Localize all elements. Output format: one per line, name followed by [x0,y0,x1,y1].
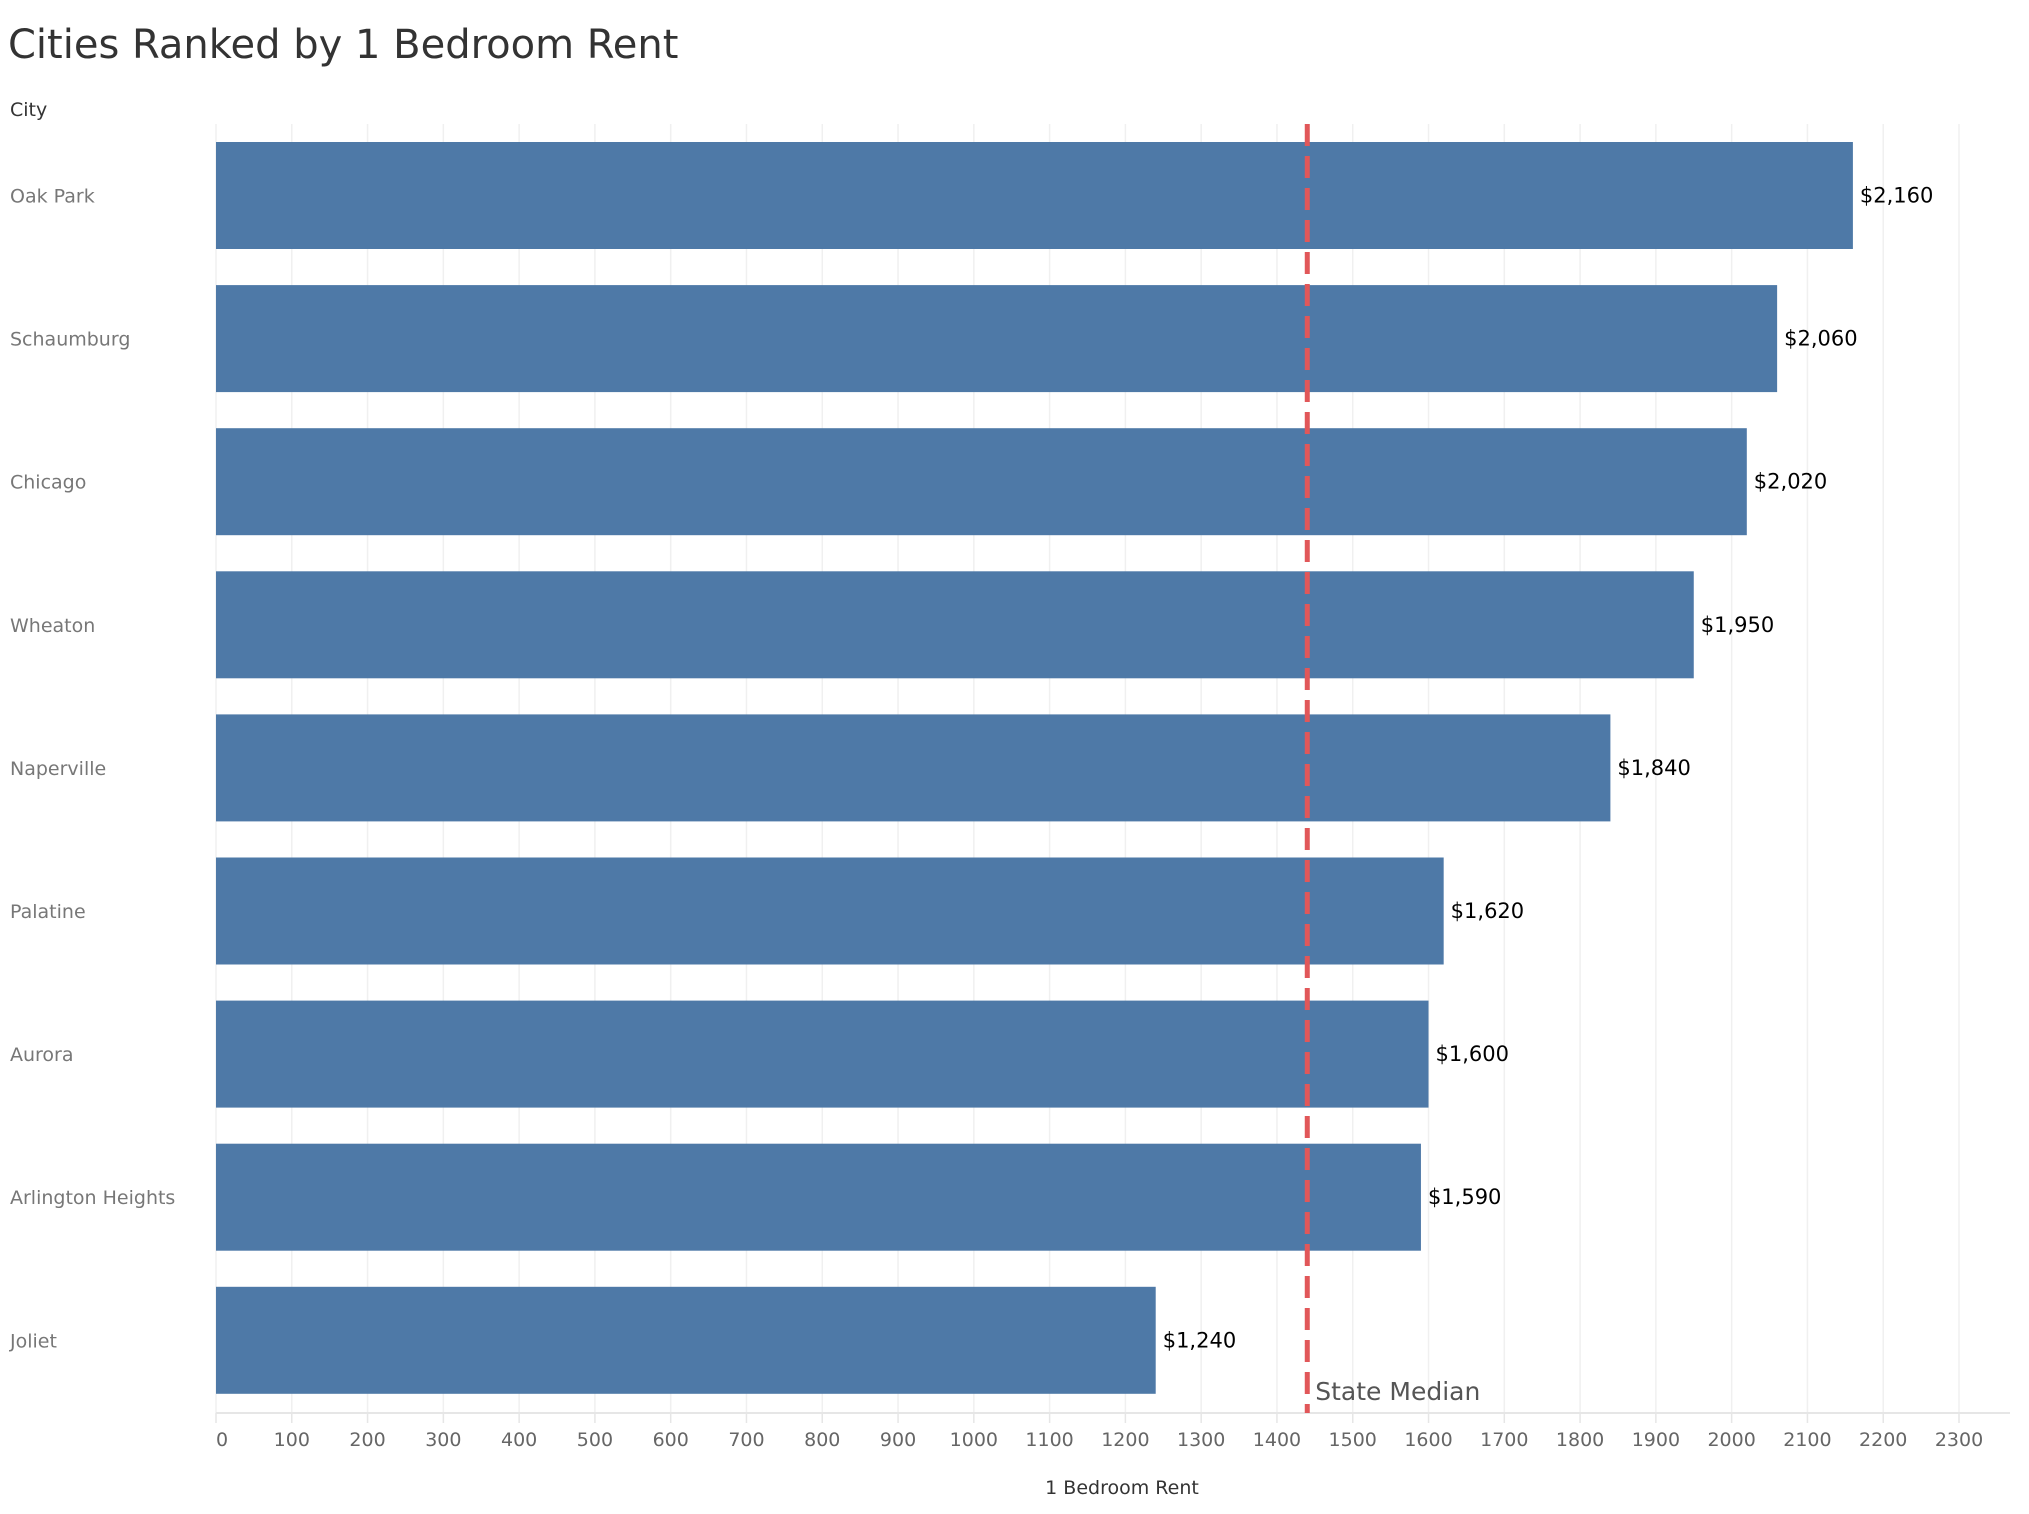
x-tick-label: 600 [653,1429,689,1451]
category-label: Wheaton [10,615,95,637]
bar [216,285,1778,393]
x-tick-label: 2100 [1783,1429,1831,1451]
chart-title: Cities Ranked by 1 Bedroom Rent [8,22,678,68]
row-header: City [10,99,47,121]
x-tick-label: 900 [880,1429,916,1451]
data-label: $1,620 [1451,899,1524,923]
x-tick-label: 1300 [1177,1429,1225,1451]
data-label: $2,160 [1860,184,1933,208]
x-tick-label: 1500 [1329,1429,1377,1451]
category-label: Palatine [10,901,86,923]
x-tick-label: 1000 [950,1429,998,1451]
reference-line-label: State Median [1315,1377,1480,1406]
bar [216,571,1694,679]
x-tick-label: 100 [274,1429,310,1451]
category-label: Chicago [10,472,86,494]
category-label: Arlington Heights [10,1187,175,1209]
x-tick-label: 400 [501,1429,537,1451]
x-tick-label: 1700 [1480,1429,1528,1451]
data-label: $1,840 [1617,756,1690,780]
bar [216,1143,1421,1251]
bar [216,857,1444,965]
x-tick-label: 1400 [1253,1429,1301,1451]
x-tick-label: 0 [216,1429,228,1451]
data-label: $2,020 [1754,470,1827,494]
bar [216,1000,1429,1108]
data-label: $1,950 [1701,613,1774,637]
x-tick-label: 2000 [1707,1429,1755,1451]
category-label: Oak Park [10,186,95,208]
x-tick-label: 1900 [1632,1429,1680,1451]
x-tick-label: 2300 [1935,1429,1983,1451]
data-label: $1,590 [1428,1185,1501,1209]
x-tick-label: 2200 [1859,1429,1907,1451]
data-label: $2,060 [1784,327,1857,351]
category-label: Joliet [9,1330,57,1352]
x-tick-label: 1800 [1556,1429,1604,1451]
x-axis-title: 1 Bedroom Rent [1045,1477,1199,1499]
data-label: $1,600 [1436,1042,1509,1066]
category-label: Naperville [10,758,106,780]
category-label: Aurora [10,1044,74,1066]
x-tick-label: 700 [728,1429,764,1451]
x-tick-label: 800 [804,1429,840,1451]
x-tick-label: 500 [577,1429,613,1451]
bar [216,428,1747,536]
data-label: $1,240 [1163,1328,1236,1352]
x-tick-label: 1200 [1101,1429,1149,1451]
x-tick-label: 300 [425,1429,461,1451]
bar [216,142,1853,249]
x-tick-label: 1600 [1404,1429,1452,1451]
bar [216,714,1611,822]
x-tick-label: 1100 [1025,1429,1073,1451]
bar [216,1286,1156,1394]
category-label: Schaumburg [10,329,130,351]
x-tick-label: 200 [349,1429,385,1451]
